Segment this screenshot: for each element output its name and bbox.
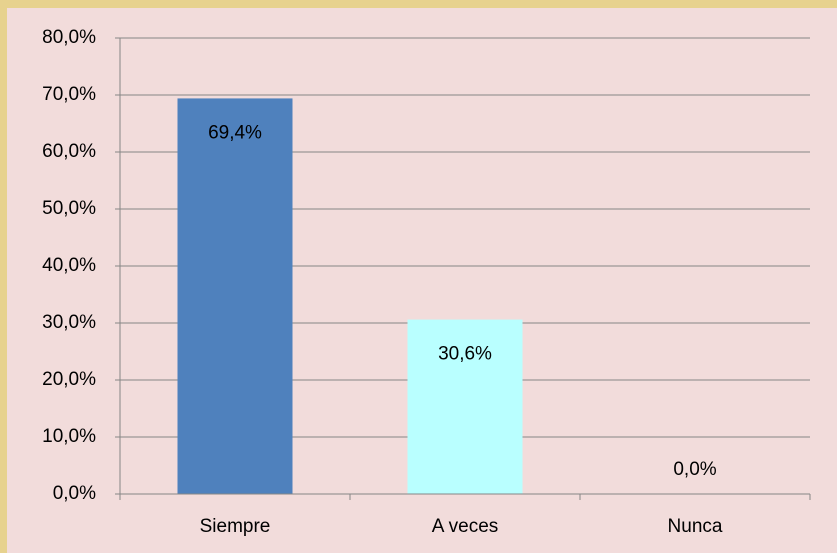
y-tick-label: 40,0%	[42, 255, 96, 276]
x-tick-label: A veces	[432, 516, 499, 537]
y-tick-label: 60,0%	[42, 141, 96, 162]
y-tick-label: 0,0%	[53, 483, 96, 504]
y-tick-label: 70,0%	[42, 84, 96, 105]
data-label: 30,6%	[438, 344, 492, 365]
y-tick-label: 30,0%	[42, 312, 96, 333]
bar	[407, 319, 523, 494]
bar	[177, 98, 293, 495]
y-tick-label: 80,0%	[42, 27, 96, 48]
data-label: 69,4%	[208, 122, 262, 143]
y-tick-label: 50,0%	[42, 198, 96, 219]
data-label: 0,0%	[673, 459, 716, 480]
y-tick-label: 10,0%	[42, 426, 96, 447]
x-tick-label: Nunca	[668, 516, 723, 537]
x-tick-label: Siempre	[200, 516, 271, 537]
y-tick-label: 20,0%	[42, 369, 96, 390]
